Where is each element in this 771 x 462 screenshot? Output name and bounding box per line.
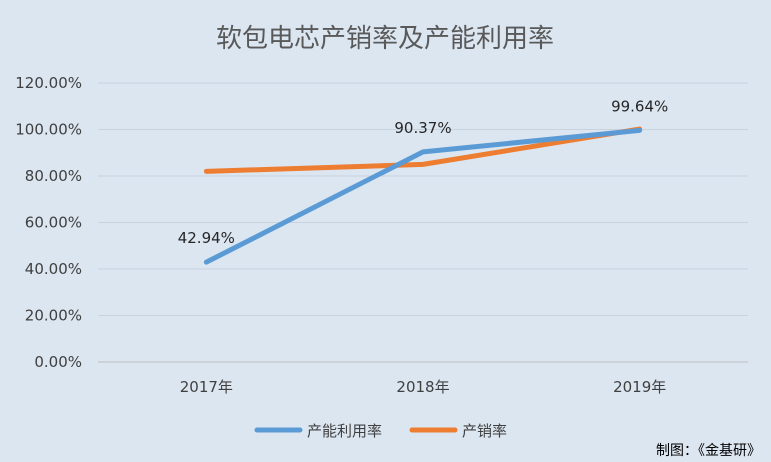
x-tick-label: 2019年 — [613, 378, 666, 396]
data-label: 99.64% — [611, 97, 668, 115]
credit-text: 制图：《金基研》 — [656, 442, 761, 459]
y-tick-label: 60.00% — [25, 214, 82, 232]
legend-label: 产能利用率 — [307, 422, 382, 440]
legend-label: 产销率 — [462, 422, 507, 440]
x-tick-label: 2017年 — [180, 378, 233, 396]
y-tick-label: 120.00% — [15, 74, 82, 92]
gridlines — [98, 82, 748, 363]
series-lines — [203, 126, 643, 265]
data-label: 42.94% — [178, 229, 235, 247]
legend: 产能利用率 产销率 — [254, 422, 507, 440]
y-tick-label: 100.00% — [15, 121, 82, 139]
y-tick-label: 0.00% — [34, 353, 82, 371]
x-axis-ticks: 2017年 2018年 2019年 — [180, 378, 667, 396]
y-tick-label: 80.00% — [25, 167, 82, 185]
chart-title: 软包电芯产销率及产能利用率 — [216, 24, 554, 54]
data-label: 90.37% — [394, 119, 451, 137]
y-tick-label: 40.00% — [25, 260, 82, 278]
series-line-sales-ratio — [203, 126, 643, 174]
y-axis-ticks: 0.00% 20.00% 40.00% 60.00% 80.00% 100.00% 120.… — [15, 74, 82, 371]
series-line-capacity-utilization — [203, 127, 643, 265]
x-tick-label: 2018年 — [396, 378, 449, 396]
y-tick-label: 20.00% — [25, 307, 82, 325]
data-labels: 42.94% 90.37% 99.64% — [178, 97, 669, 247]
